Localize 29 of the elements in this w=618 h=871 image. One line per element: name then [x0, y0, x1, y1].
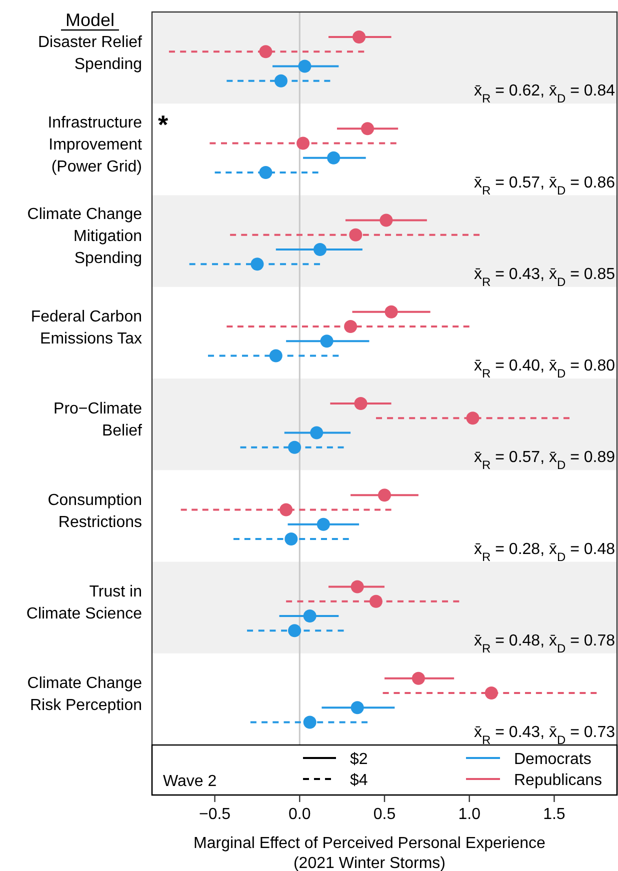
annotation: x̄$_{R}$ = 0.43, x̄$_{D}$ = 0.85: [474, 266, 616, 289]
annotation: x̄$_{R}$ = 0.48, x̄$_{D}$ = 0.78: [474, 632, 616, 656]
annotation: $2: [350, 751, 368, 768]
annotation: x̄$_{R}$ = 0.62, x̄$_{D}$ = 0.84: [474, 82, 616, 106]
y-tick-label: Trust in Climate Science: [26, 584, 142, 623]
x-tick-label: 1.0: [458, 806, 481, 823]
y-tick-label: Climate Change Mitigation Spending: [27, 206, 142, 268]
x-tick-label: 1.5: [543, 806, 566, 823]
y-tick-label: Federal Carbon Emissions Tax: [30, 308, 142, 348]
y-tick-label: Infrastructure Improvement (Power Grid): [48, 114, 143, 176]
legend-label: Republicans: [514, 772, 602, 789]
annotation: x̄$_{R}$ = 0.28, x̄$_{D}$ = 0.48: [474, 540, 616, 564]
y-tick-label: Disaster Relief Spending: [38, 34, 143, 74]
annotation: x̄$_{R}$ = 0.43, x̄$_{D}$ = 0.73: [474, 724, 616, 747]
y-tick-label: Pro−Climate Belief: [54, 400, 143, 440]
annotation: x̄$_{R}$ = 0.57, x̄$_{D}$ = 0.86: [474, 174, 616, 198]
x-tick-label: −0.5: [198, 806, 231, 823]
annotation: *: [158, 110, 169, 140]
annotation: $4: [350, 772, 368, 789]
y-tick-label: Consumption Restrictions: [48, 492, 142, 532]
x-axis-title: Marginal Effect of Perceived Personal Experience (2021 Winter Storms): [194, 835, 546, 871]
annotation: x̄$_{R}$ = 0.57, x̄$_{D}$ = 0.89: [474, 449, 616, 472]
annotation: x̄$_{R}$ = 0.40, x̄$_{D}$ = 0.80: [474, 358, 616, 380]
legend-label: Democrats: [514, 751, 592, 768]
y-axis-title: Model: [65, 10, 115, 30]
legend-title: Wave 2: [163, 773, 217, 790]
x-tick-label: 0.5: [373, 806, 396, 823]
y-tick-label: Climate Change Risk Perception: [27, 675, 142, 714]
x-tick-label: 0.0: [288, 806, 311, 823]
